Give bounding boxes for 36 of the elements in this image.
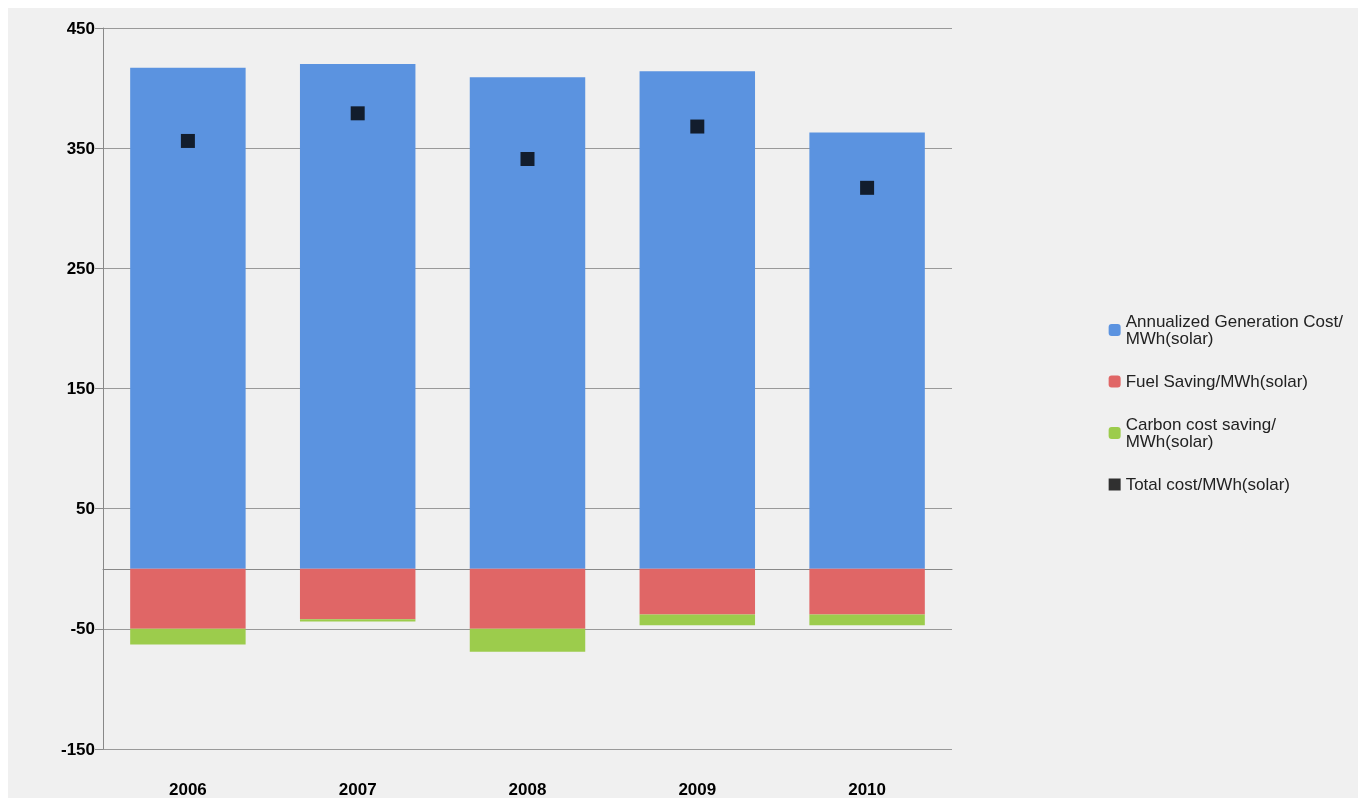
bar xyxy=(469,77,586,569)
bar xyxy=(809,614,925,626)
x-tick-label: 2006 xyxy=(168,780,207,799)
point xyxy=(860,180,875,195)
x-tick-label: 2007 xyxy=(338,780,377,799)
x-tick-label: 2008 xyxy=(508,780,547,799)
bar xyxy=(299,64,416,569)
y-tick-label: -50 xyxy=(70,619,95,639)
y-tick-label: 350 xyxy=(66,138,95,158)
bar xyxy=(130,67,246,569)
point xyxy=(350,106,365,121)
y-tick-label: 50 xyxy=(76,499,95,519)
legend-label: Annualized Generation Cost/MWh(solar) xyxy=(1125,312,1344,348)
bar xyxy=(469,568,586,629)
legend-label: Carbon cost saving/MWh(solar) xyxy=(1125,415,1277,451)
bar xyxy=(130,628,246,645)
bar xyxy=(299,619,416,622)
legend-label: Total cost/MWh(solar) xyxy=(1125,475,1291,494)
bar xyxy=(130,568,246,629)
bar xyxy=(809,568,925,615)
bar xyxy=(639,614,756,626)
bar xyxy=(639,568,756,615)
legend-label: Fuel Saving/MWh(solar) xyxy=(1125,372,1308,391)
y-tick-label: 450 xyxy=(66,18,95,38)
bar xyxy=(809,132,925,569)
x-tick-label: 2010 xyxy=(848,780,887,799)
bar xyxy=(639,71,756,569)
y-tick-label: 250 xyxy=(66,258,95,278)
x-tick-label: 2009 xyxy=(678,780,717,799)
point xyxy=(520,151,535,166)
point xyxy=(180,133,195,148)
bar xyxy=(469,628,586,652)
y-tick-label: 150 xyxy=(66,379,95,398)
bar xyxy=(299,568,416,620)
y-tick-label: -150 xyxy=(60,739,95,759)
point xyxy=(690,119,705,134)
